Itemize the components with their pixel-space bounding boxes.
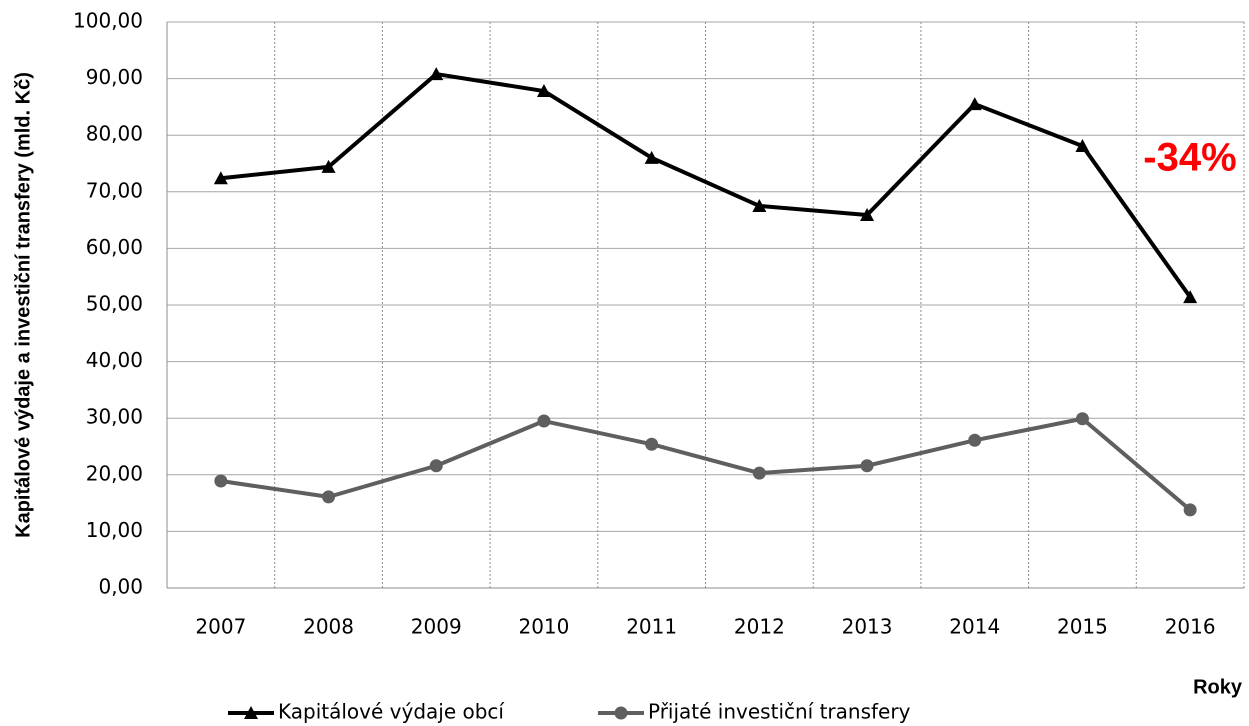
point <box>1183 290 1198 304</box>
x-tick-label: 2012 <box>734 615 785 639</box>
point <box>321 159 336 173</box>
x-tick-label: 2015 <box>1057 615 1108 639</box>
x-tick-label: 2010 <box>518 615 569 639</box>
x-tick-label: 2009 <box>411 615 462 639</box>
point <box>860 208 875 222</box>
series-line <box>220 416 1192 512</box>
legend-marker <box>614 706 628 720</box>
y-tick-label: 40,00 <box>86 348 143 372</box>
point <box>213 171 228 185</box>
x-axis-label: Roky <box>1193 676 1243 698</box>
x-tick-label: 2007 <box>195 615 246 639</box>
y-axis-label: Kapitálové výdaje a investiční transfery… <box>12 72 34 538</box>
y-tick-label: 60,00 <box>86 235 143 259</box>
point <box>860 459 874 473</box>
legend-marker <box>244 706 258 719</box>
point <box>429 459 443 473</box>
y-tick-label: 10,00 <box>86 518 143 542</box>
annotation: -34% <box>1143 136 1236 180</box>
y-tick-label: 50,00 <box>86 292 143 316</box>
point <box>968 433 982 447</box>
y-tick-label: 30,00 <box>86 405 143 429</box>
x-tick-label: 2016 <box>1165 615 1216 639</box>
legend-label: Přijaté investiční transfery <box>648 700 911 724</box>
point <box>536 84 551 98</box>
legend-label: Kapitálové výdaje obcí <box>278 700 505 724</box>
point <box>967 97 982 111</box>
point <box>752 198 767 212</box>
x-tick-label: 2011 <box>626 615 677 639</box>
x-tick-label: 2013 <box>842 615 893 639</box>
x-tick-label: 2008 <box>303 615 354 639</box>
point <box>644 150 659 164</box>
point <box>322 490 336 504</box>
x-tick-label: 2014 <box>949 615 1000 639</box>
y-tick-label: 90,00 <box>86 65 143 89</box>
point <box>645 437 659 451</box>
y-tick-label: 80,00 <box>86 122 143 146</box>
point <box>537 414 551 428</box>
point <box>429 67 444 81</box>
point <box>1075 138 1090 152</box>
series-line <box>220 72 1192 299</box>
y-tick-label: 70,00 <box>86 178 143 202</box>
point <box>214 474 228 488</box>
y-tick-label: 0,00 <box>98 575 143 599</box>
y-tick-label: 20,00 <box>86 461 143 485</box>
point <box>1183 503 1197 517</box>
y-tick-label: 100,00 <box>73 9 143 33</box>
point <box>1075 412 1089 426</box>
point <box>752 466 766 480</box>
